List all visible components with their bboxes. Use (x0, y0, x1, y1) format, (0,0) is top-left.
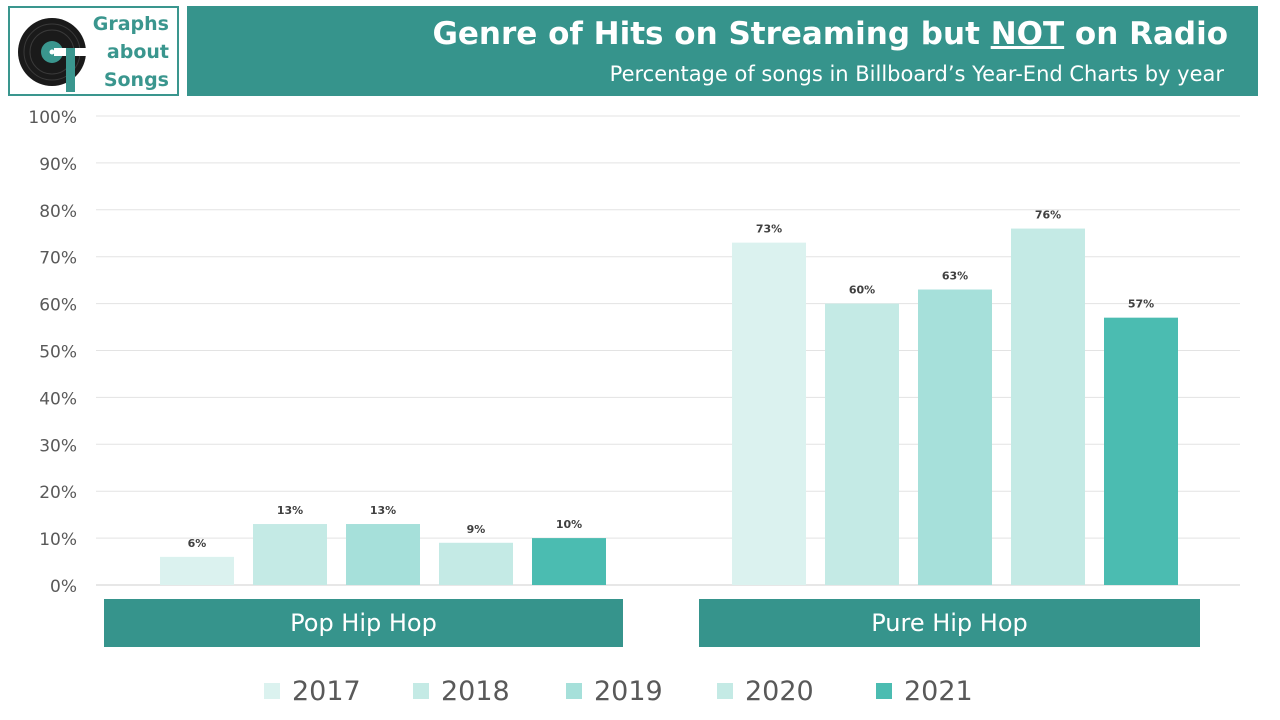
y-tick-label: 60% (39, 296, 77, 316)
y-tick-label: 0% (50, 577, 77, 597)
bar-2017 (732, 242, 806, 585)
y-tick-label: 20% (39, 483, 77, 503)
y-tick-label: 80% (39, 202, 77, 222)
logo-text-line: Songs (103, 69, 169, 91)
logo: Graphs about Songs (8, 6, 179, 96)
y-tick-label: 40% (39, 389, 77, 409)
legend-label: 2020 (745, 675, 814, 707)
chart-title: Genre of Hits on Streaming but NOT on Ra… (432, 16, 1228, 52)
title-emphasis: NOT (990, 16, 1065, 52)
legend-label: 2019 (594, 675, 663, 707)
y-tick-label: 10% (39, 530, 77, 550)
bar-2021 (532, 538, 606, 585)
data-label: 9% (467, 523, 486, 536)
logo-text-line: Graphs (92, 13, 169, 35)
legend-swatch (876, 683, 892, 699)
y-tick-label: 70% (39, 249, 77, 269)
vinyl-record-icon (18, 18, 92, 92)
y-tick-label: 90% (39, 155, 77, 175)
logo-text-line: about (106, 41, 169, 63)
bar-2021 (1104, 317, 1178, 585)
category-label: Pure Hip Hop (699, 599, 1200, 647)
data-label: 57% (1128, 298, 1154, 311)
data-label: 13% (370, 504, 396, 517)
data-label: 63% (942, 270, 968, 283)
bar-2018 (253, 524, 327, 585)
legend-swatch (413, 683, 429, 699)
legend-label: 2021 (904, 675, 973, 707)
y-tick-label: 50% (39, 343, 77, 363)
legend-item: 2018 (413, 675, 510, 707)
bar-2019 (346, 524, 420, 585)
category-label: Pop Hip Hop (104, 599, 623, 647)
bar-2018 (825, 303, 899, 585)
legend-swatch (566, 683, 582, 699)
data-label: 73% (756, 223, 782, 236)
title-banner: Genre of Hits on Streaming but NOT on Ra… (187, 6, 1258, 96)
legend-label: 2018 (441, 675, 510, 707)
legend-label: 2017 (292, 675, 361, 707)
chart-subtitle: Percentage of songs in Billboard’s Year-… (609, 62, 1224, 86)
bar-2019 (918, 289, 992, 585)
title-part: on Radio (1064, 16, 1228, 52)
title-part: Genre of Hits on Streaming but (432, 16, 991, 52)
data-label: 6% (188, 537, 207, 550)
legend-item: 2021 (876, 675, 973, 707)
legend-item: 2017 (264, 675, 361, 707)
data-label: 76% (1035, 209, 1061, 222)
bar-2020 (1011, 228, 1085, 585)
data-label: 60% (849, 284, 875, 297)
data-label: 10% (556, 518, 582, 531)
legend-item: 2019 (566, 675, 663, 707)
legend-swatch (264, 683, 280, 699)
y-tick-label: 100% (28, 108, 77, 128)
legend-swatch (717, 683, 733, 699)
data-label: 13% (277, 504, 303, 517)
legend-item: 2020 (717, 675, 814, 707)
bar-2020 (439, 542, 513, 585)
y-tick-label: 30% (39, 436, 77, 456)
bar-2017 (160, 556, 234, 585)
